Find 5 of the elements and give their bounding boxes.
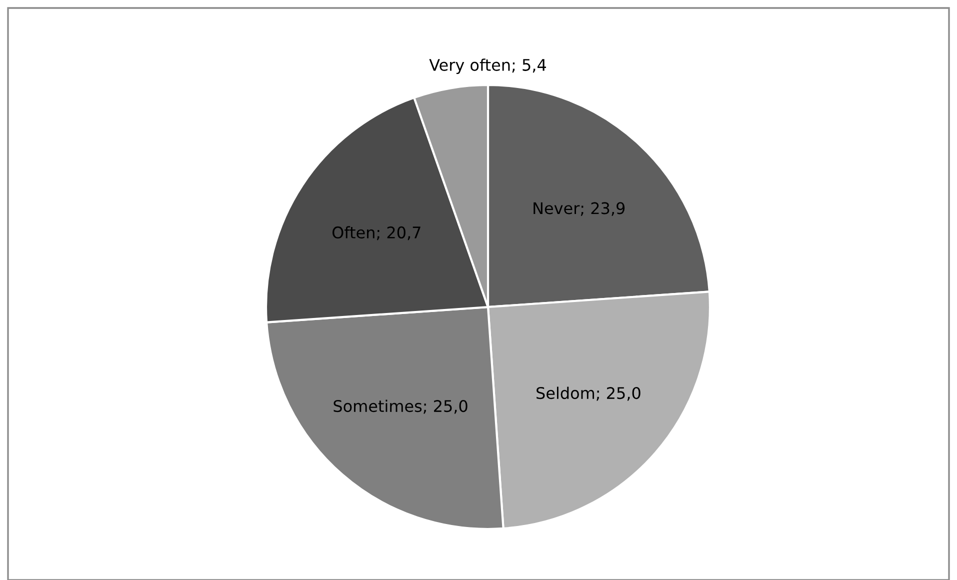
slice-label: Very often; 5,4 (429, 58, 546, 74)
slice-label: Sometimes; 25,0 (334, 400, 468, 414)
slice-label: Often; 20,7 (332, 226, 420, 240)
slice-label: Never; 23,9 (534, 202, 625, 216)
slice-label: Seldom; 25,0 (536, 386, 640, 401)
